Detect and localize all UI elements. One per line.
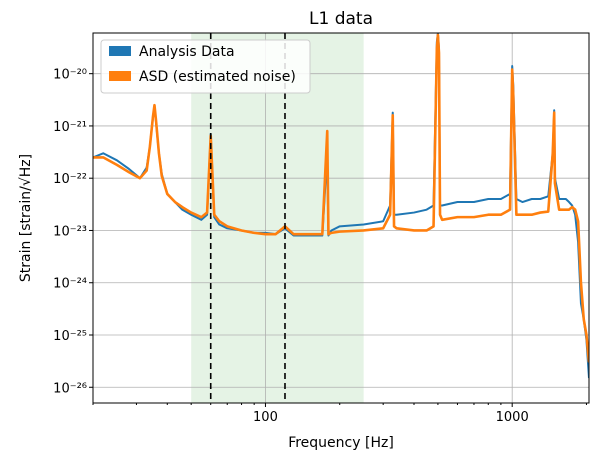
x-tick-label: 100 [253, 410, 278, 425]
legend-swatch-analysis-data [109, 46, 131, 56]
y-ticks: 10⁻²⁶ 10⁻²⁵ 10⁻²⁴ 10⁻²³ 10⁻²² 10⁻²¹ 10⁻²⁰ [53, 68, 93, 396]
x-tick-label: 1000 [496, 410, 529, 425]
y-tick-label: 10⁻²⁴ [53, 277, 87, 292]
plot-frame [92, 32, 590, 404]
y-axis-label: Strain [strain/√Hz] [18, 154, 34, 282]
y-tick-label: 10⁻²⁵ [53, 329, 87, 344]
legend-label-analysis-data: Analysis Data [139, 44, 235, 60]
x-axis-label: Frequency [Hz] [288, 435, 394, 451]
grid [93, 33, 589, 403]
legend: Analysis Data ASD (estimated noise) [100, 39, 311, 94]
shaded-band [191, 33, 364, 403]
series-line-1 [93, 33, 589, 363]
series-layer [93, 33, 589, 379]
x-ticks: 100 1000 [92, 403, 587, 425]
vlines [209, 33, 286, 403]
legend-label-asd: ASD (estimated noise) [139, 69, 296, 85]
legend-swatch-asd [109, 71, 131, 81]
y-tick-label: 10⁻²² [53, 172, 87, 187]
y-tick-label: 10⁻²⁰ [53, 68, 87, 83]
legend-box [100, 39, 311, 94]
chart-title: L1 data [309, 9, 373, 29]
y-tick-label: 10⁻²³ [53, 224, 87, 239]
y-tick-label: 10⁻²⁶ [53, 381, 87, 396]
y-tick-label: 10⁻²¹ [53, 120, 87, 135]
